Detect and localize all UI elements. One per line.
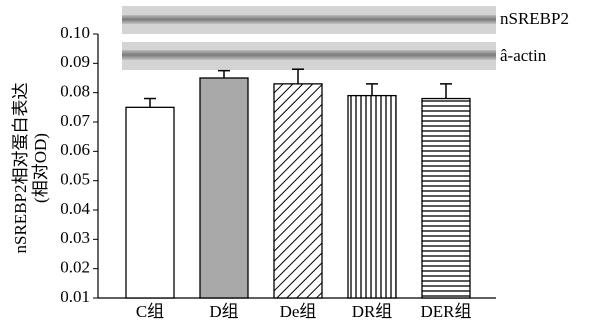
- chart: nSREBP2 â-actin nSREBP2相对蛋白表达 (相对OD) 0.0…: [0, 0, 590, 324]
- y-tick-label: 0.03: [60, 228, 90, 247]
- y-tick-label: 0.01: [60, 287, 90, 306]
- x-tick-label: DR组: [352, 302, 393, 321]
- blot-label: nSREBP2: [500, 9, 569, 28]
- bar: [126, 107, 174, 298]
- y-tick-label: 0.05: [60, 170, 90, 189]
- blot-band: [122, 50, 496, 60]
- x-tick-label: DER组: [421, 302, 472, 321]
- y-tick-label: 0.02: [60, 258, 90, 277]
- bar: [422, 99, 470, 298]
- bar: [348, 96, 396, 298]
- y-tick-label: 0.09: [60, 52, 90, 71]
- y-tick-label: 0.06: [60, 140, 90, 159]
- bar: [200, 78, 248, 298]
- blot-label: â-actin: [500, 46, 547, 65]
- y-tick-label: 0.04: [60, 199, 90, 218]
- x-tick-label: C组: [136, 302, 164, 321]
- bar: [274, 84, 322, 298]
- x-tick-label: De组: [280, 302, 317, 321]
- x-tick-label: D组: [209, 302, 238, 321]
- blot-band: [122, 15, 496, 24]
- y-tick-label: 0.08: [60, 82, 90, 101]
- y-axis-label: nSREBP2相对蛋白表达: [11, 83, 30, 254]
- y-tick-label: 0.07: [60, 111, 90, 130]
- y-axis-label: (相对OD): [31, 133, 50, 203]
- y-tick-label: 0.10: [60, 23, 90, 42]
